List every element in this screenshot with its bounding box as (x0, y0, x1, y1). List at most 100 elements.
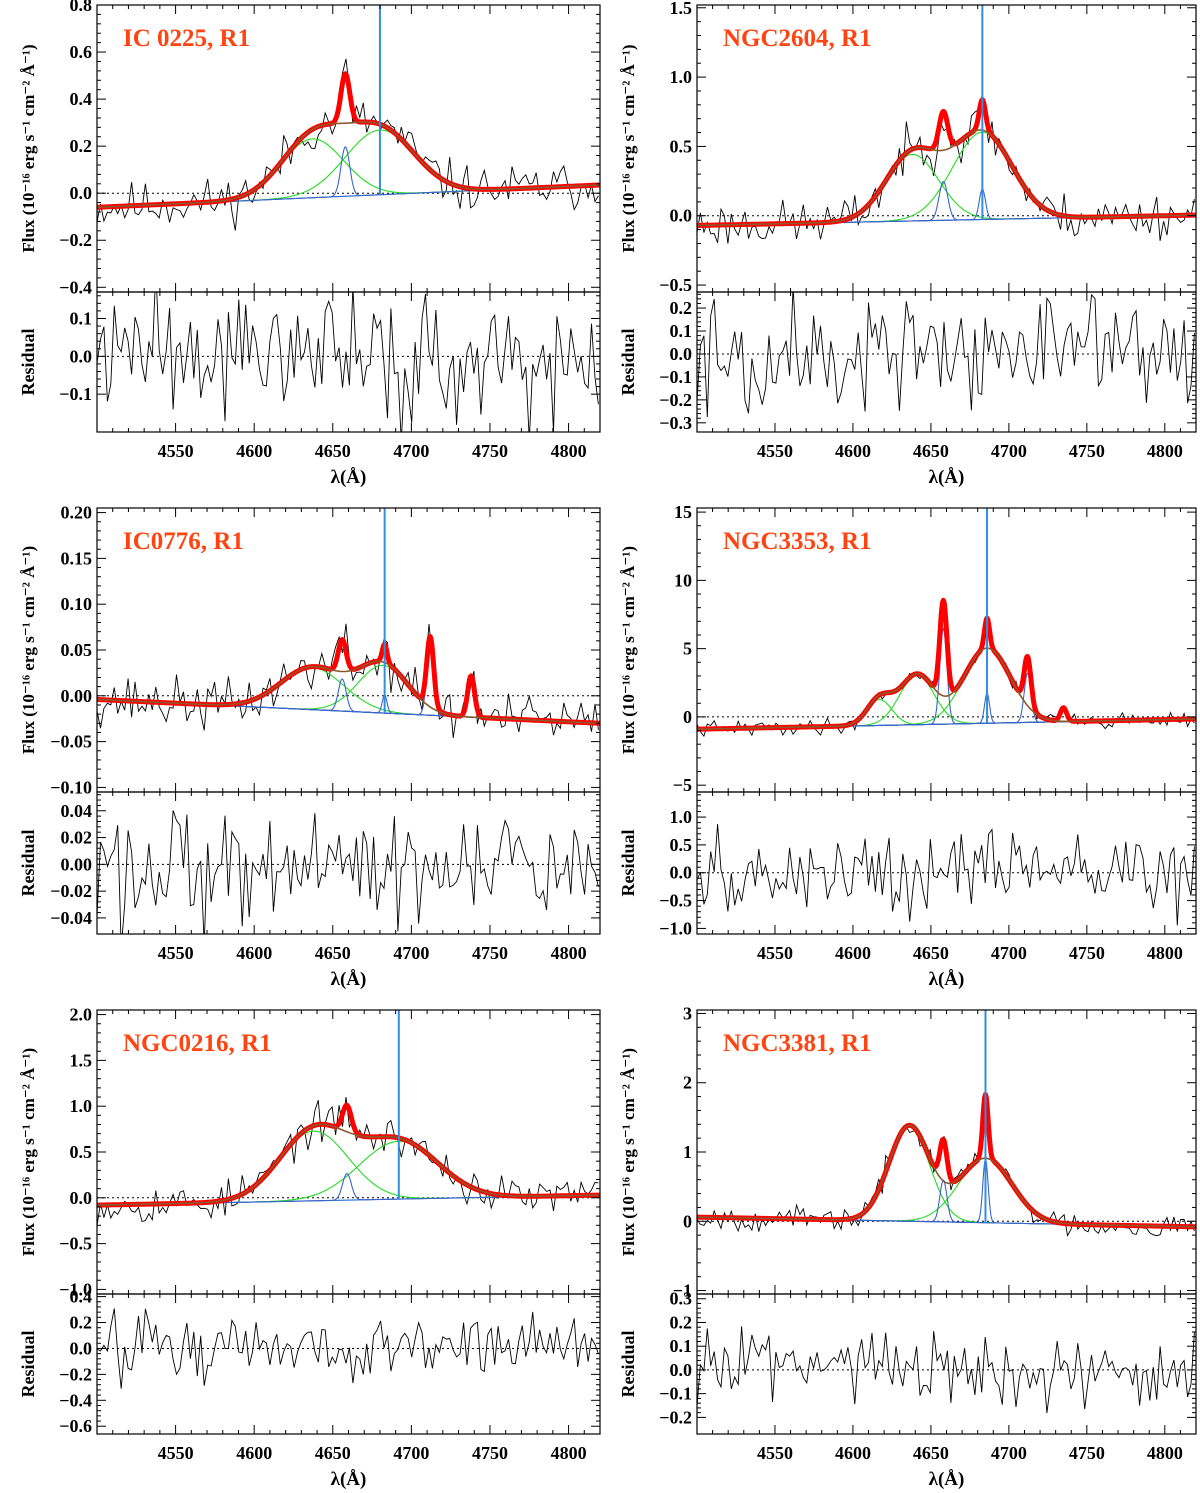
x-tick-label: 4600 (835, 1443, 871, 1463)
residual-plot-area (697, 1326, 1196, 1414)
flux-y-tick-label: −0.2 (59, 230, 92, 250)
panel-label: NGC0216, R1 (123, 1030, 272, 1057)
panel-4: 4550 4600 4650 4700 4750 4800 λ(Å) −5 0 5 10 15 −1.0… (618, 502, 1197, 990)
x-tick-label: 4750 (472, 943, 508, 963)
residual-spectrum (97, 810, 599, 934)
flux-y-tick-label: 10 (674, 570, 692, 590)
x-tick-label: 4600 (236, 441, 272, 461)
x-tick-label: 4800 (551, 441, 587, 461)
x-tick-label: 4800 (1147, 1443, 1183, 1463)
broad-component-1 (97, 138, 600, 208)
x-tick-label: 4600 (236, 1443, 272, 1463)
panel-5: 4550 4600 4650 4700 4750 4800 λ(Å) −1.0 −0.5 0.0 0… (18, 1005, 601, 1490)
residual-spectrum (697, 292, 1195, 418)
residual-plot-area (97, 810, 600, 934)
flux-y-tick-label: −0.5 (59, 1234, 92, 1254)
x-tick-label: 4750 (1069, 943, 1105, 963)
resid-y-tick-label: −0.1 (59, 384, 92, 404)
resid-y-tick-label: −0.4 (59, 1390, 92, 1410)
x-tick-label: 4550 (757, 943, 793, 963)
x-tick-label: 4750 (1069, 441, 1105, 461)
flux-plot-area (697, 5, 1196, 244)
resid-y-tick-label: 0.1 (70, 308, 93, 328)
flux-y-tick-label: 0 (683, 1211, 692, 1231)
flux-y-tick-label: −5 (673, 775, 692, 795)
residual-spectrum (697, 1326, 1195, 1414)
x-tick-label: 4600 (835, 943, 871, 963)
flux-y-tick-label: −0.05 (50, 732, 92, 752)
x-tick-label: 4700 (393, 943, 429, 963)
flux-y-tick-label: 0.0 (70, 183, 93, 203)
panel-label: IC0776, R1 (123, 528, 244, 555)
resid-y-tick-label: 0.0 (70, 346, 93, 366)
residual-frame (696, 791, 1197, 935)
resid-y-tick-label: −0.3 (659, 413, 692, 433)
narrow-component-1 (97, 146, 600, 208)
x-tick-label: 4550 (757, 1443, 793, 1463)
flux-y-tick-label: 0.8 (70, 0, 93, 15)
resid-y-tick-label: 0.5 (670, 835, 693, 855)
flux-y-tick-label: 1.0 (670, 67, 693, 87)
broad-component-2 (97, 664, 600, 724)
resid-y-tick-label: −0.02 (50, 881, 92, 901)
residual-plot-area (697, 823, 1196, 926)
resid-axis-label: Residual (618, 328, 638, 395)
resid-y-tick-label: 0.0 (70, 1338, 93, 1358)
panel-3: 4550 4600 4650 4700 4750 4800 λ(Å) −0.10 −0.05 0.… (18, 503, 601, 990)
resid-y-tick-label: −0.1 (659, 1384, 692, 1404)
observed-spectrum (697, 96, 1195, 244)
flux-y-tick-label: 0.10 (61, 594, 93, 614)
residual-frame (96, 1293, 601, 1435)
resid-axis-label: Residual (18, 328, 38, 395)
x-tick-label: 4600 (236, 943, 272, 963)
x-tick-label: 4700 (393, 1443, 429, 1463)
resid-y-tick-label: 0.2 (670, 298, 693, 318)
resid-y-tick-label: −0.5 (659, 891, 692, 911)
flux-y-tick-label: −0.10 (50, 777, 92, 797)
x-tick-label: 4700 (991, 1443, 1027, 1463)
flux-axis-label: Flux (10⁻¹⁶ erg s⁻¹ cm⁻² Å⁻¹) (619, 44, 638, 252)
flux-y-tick-label: 1.5 (70, 1050, 93, 1070)
resid-y-tick-label: 0.1 (670, 1336, 693, 1356)
panel-6: 4550 4600 4650 4700 4750 4800 λ(Å) −1 0 1 2 3 −0.2 −0… (618, 1003, 1197, 1490)
x-tick-label: 4650 (913, 943, 949, 963)
resid-y-tick-label: 0.3 (670, 1289, 693, 1309)
flux-y-tick-label: 15 (674, 502, 692, 522)
residual-plot-area (97, 292, 600, 432)
resid-axis-label: Residual (18, 829, 38, 896)
flux-y-tick-label: 0 (683, 707, 692, 727)
x-axis-label: λ(Å) (929, 1469, 965, 1490)
broad-component-2 (697, 131, 1196, 226)
x-tick-label: 4800 (551, 1443, 587, 1463)
resid-axis-label: Residual (618, 1330, 638, 1397)
flux-axis-label: Flux (10⁻¹⁶ erg s⁻¹ cm⁻² Å⁻¹) (19, 44, 38, 252)
panel-2: 4550 4600 4650 4700 4750 4800 λ(Å) −0.5 0.0 0.5 1.… (618, 0, 1197, 488)
broad-sum-fit (697, 647, 1196, 730)
flux-y-tick-label: 0.00 (61, 686, 93, 706)
x-tick-label: 4550 (158, 1443, 194, 1463)
x-tick-label: 4650 (315, 1443, 351, 1463)
broad-sum-fit (97, 660, 600, 725)
flux-y-tick-label: 0.5 (70, 1142, 93, 1162)
x-axis-label: λ(Å) (929, 467, 965, 488)
x-tick-label: 4650 (913, 1443, 949, 1463)
resid-y-tick-label: 0.04 (61, 801, 93, 821)
total-fit (97, 71, 600, 210)
flux-y-tick-label: 5 (683, 639, 692, 659)
x-tick-label: 4650 (913, 441, 949, 461)
x-tick-label: 4650 (315, 943, 351, 963)
x-tick-label: 4750 (472, 1443, 508, 1463)
flux-plot-area (97, 508, 600, 738)
residual-plot-area (697, 292, 1196, 418)
x-axis-label: λ(Å) (331, 1469, 367, 1490)
flux-y-tick-label: 0.0 (670, 206, 693, 226)
panel-1: 4550 4600 4650 4700 4750 4800 λ(Å) −0.4 −0.2 0.0 0… (18, 0, 601, 488)
residual-spectrum (97, 292, 599, 432)
resid-y-tick-label: 0.00 (61, 854, 93, 874)
flux-y-tick-label: −0.4 (59, 277, 92, 297)
x-tick-label: 4750 (1069, 1443, 1105, 1463)
resid-y-tick-label: 0.0 (670, 863, 693, 883)
x-tick-label: 4800 (1147, 943, 1183, 963)
flux-y-tick-label: 1.5 (670, 0, 693, 18)
